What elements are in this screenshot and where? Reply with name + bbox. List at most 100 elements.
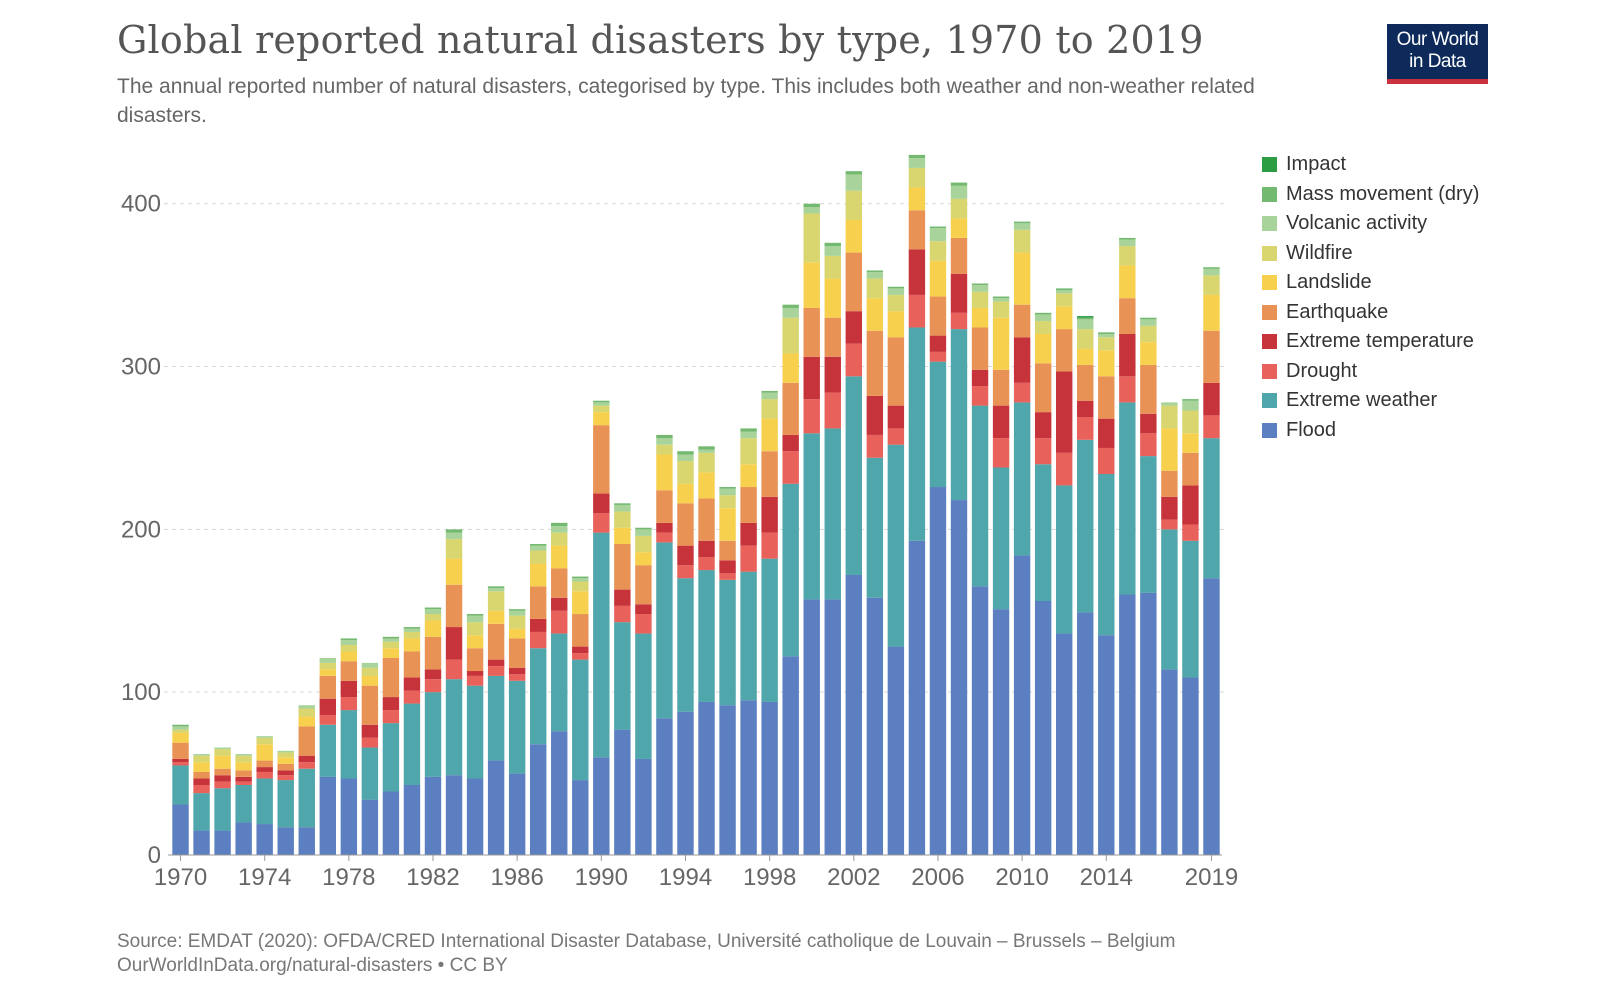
bar-segment bbox=[740, 438, 757, 465]
bar-segment bbox=[1055, 288, 1073, 291]
x-tick-label: 2006 bbox=[911, 864, 964, 891]
legend-swatch bbox=[1262, 363, 1277, 379]
bar-segment bbox=[466, 675, 484, 686]
bar-segment bbox=[319, 724, 336, 777]
bar-segment bbox=[803, 356, 820, 400]
bar-segment bbox=[551, 545, 568, 569]
bar-segment bbox=[719, 488, 736, 496]
bar-segment bbox=[1034, 412, 1052, 439]
legend-label: Mass movement (dry) bbox=[1286, 182, 1480, 205]
bar-segment bbox=[593, 425, 610, 494]
bar-segment bbox=[551, 568, 568, 598]
bar-segment bbox=[382, 791, 400, 855]
bar-segment bbox=[361, 747, 379, 800]
bar-segment bbox=[614, 589, 631, 606]
bar-segment bbox=[677, 483, 694, 504]
bar-segment bbox=[529, 744, 547, 855]
legend-item[interactable]: Flood bbox=[1262, 416, 1479, 446]
bar-segment bbox=[635, 614, 652, 634]
bar-segment bbox=[1203, 438, 1220, 579]
bar-segment bbox=[1098, 350, 1115, 377]
bar-segment bbox=[740, 487, 757, 523]
bar-segment bbox=[845, 171, 862, 175]
legend-item[interactable]: Wildfire bbox=[1262, 239, 1479, 269]
x-tick-label: 2014 bbox=[1080, 864, 1133, 891]
bar-segment bbox=[992, 298, 1010, 302]
bar-segment bbox=[656, 490, 673, 523]
bar-segment bbox=[677, 454, 694, 461]
bar-segment bbox=[572, 578, 589, 582]
bar-segment bbox=[487, 666, 505, 676]
bar-segment bbox=[235, 822, 252, 855]
bar-segment bbox=[908, 154, 926, 159]
y-tick-label: 300 bbox=[121, 354, 161, 381]
bar-segment bbox=[508, 773, 526, 855]
bar-segment bbox=[971, 291, 989, 308]
bar-segment bbox=[382, 697, 400, 711]
bar-segment bbox=[803, 307, 820, 357]
bar-segment bbox=[614, 605, 631, 623]
legend-item[interactable]: Impact bbox=[1262, 150, 1479, 180]
bar-segment bbox=[424, 620, 442, 637]
bar-segment bbox=[487, 610, 505, 624]
legend-label: Extreme temperature bbox=[1286, 330, 1474, 353]
legend-item[interactable]: Earthquake bbox=[1262, 298, 1479, 328]
bar-segment bbox=[782, 656, 799, 855]
bar-segment bbox=[361, 667, 379, 676]
bar-segment bbox=[382, 636, 400, 639]
bar-segment bbox=[824, 278, 841, 318]
bar-segment bbox=[572, 646, 589, 654]
source-url[interactable]: OurWorldInData.org/natural-disasters • C… bbox=[117, 955, 508, 976]
bar-segment bbox=[487, 591, 505, 611]
bar-segment bbox=[1182, 400, 1199, 411]
legend-item[interactable]: Extreme weather bbox=[1262, 386, 1479, 416]
bar-segment bbox=[824, 356, 841, 393]
bar-segment bbox=[698, 701, 715, 855]
bar-segment bbox=[782, 483, 799, 657]
bar-segment bbox=[887, 294, 905, 312]
bar-segment bbox=[1077, 319, 1094, 330]
bar-segment bbox=[445, 539, 463, 559]
bar-segment bbox=[487, 675, 505, 761]
legend-swatch bbox=[1262, 393, 1277, 409]
bar-segment bbox=[719, 560, 736, 574]
bar-segment bbox=[635, 527, 652, 530]
bar-segment bbox=[529, 545, 547, 551]
bar-segment bbox=[866, 298, 884, 331]
bar-segment bbox=[635, 633, 652, 759]
bar-segment bbox=[277, 770, 294, 776]
bar-segment bbox=[277, 757, 294, 764]
bar-segment bbox=[824, 599, 841, 855]
legend-item[interactable]: Volcanic activity bbox=[1262, 209, 1479, 239]
bar-segment bbox=[635, 758, 652, 855]
bar-segment bbox=[361, 799, 379, 855]
bar-segment bbox=[950, 500, 968, 855]
bar-segment bbox=[256, 736, 273, 738]
bar-segment bbox=[424, 614, 442, 621]
bar-segment bbox=[866, 270, 884, 273]
legend-item[interactable]: Landslide bbox=[1262, 268, 1479, 298]
bar-segment bbox=[172, 742, 189, 759]
bar-segment bbox=[298, 708, 315, 717]
bar-segment bbox=[256, 824, 273, 855]
legend-item[interactable]: Mass movement (dry) bbox=[1262, 180, 1479, 210]
bar-segment bbox=[698, 446, 715, 450]
bar-segment bbox=[656, 438, 673, 445]
bar-segment bbox=[1098, 447, 1115, 475]
bar-segment bbox=[466, 615, 484, 623]
owid-logo[interactable]: Our World in Data bbox=[1387, 24, 1488, 84]
bar-segment bbox=[593, 412, 610, 426]
bar-segment bbox=[382, 641, 400, 649]
bar-segment bbox=[845, 574, 862, 855]
bar-segment bbox=[635, 604, 652, 615]
logo-line-1: Our World bbox=[1396, 29, 1479, 50]
bar-segment bbox=[656, 454, 673, 491]
legend-swatch bbox=[1262, 216, 1277, 232]
legend-item[interactable]: Extreme temperature bbox=[1262, 327, 1479, 357]
bar-segment bbox=[824, 428, 841, 600]
bar-segment bbox=[824, 246, 841, 256]
bar-segment bbox=[1077, 439, 1094, 613]
legend-item[interactable]: Drought bbox=[1262, 357, 1479, 387]
legend-swatch bbox=[1262, 157, 1277, 173]
bar-segment bbox=[1140, 364, 1157, 414]
